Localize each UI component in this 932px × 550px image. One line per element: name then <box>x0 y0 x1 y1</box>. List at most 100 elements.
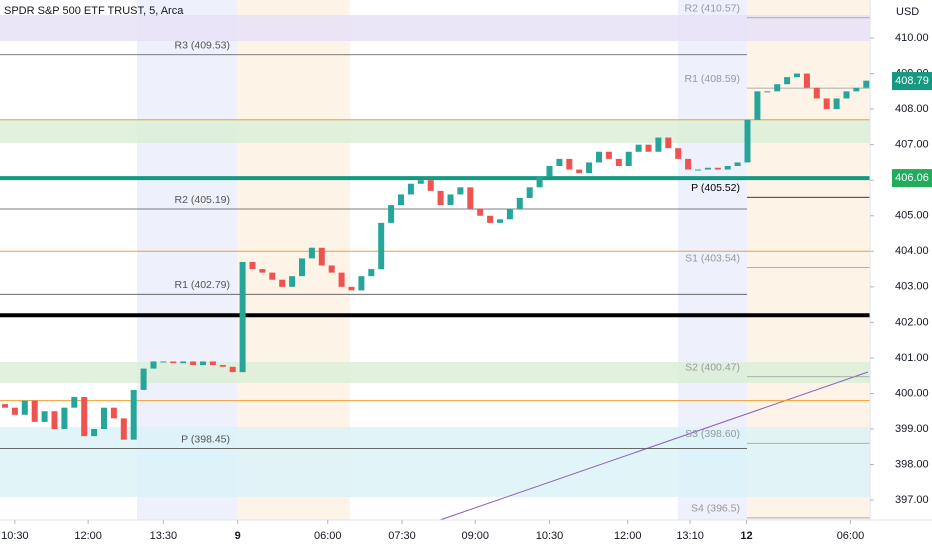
y-tick-label: 405.00 <box>895 210 929 222</box>
candle-body <box>784 77 791 85</box>
candle-body <box>51 411 58 430</box>
candle-body <box>665 137 672 149</box>
candle-body <box>675 148 682 159</box>
candle-body <box>200 361 206 366</box>
x-tick-label: 13:10 <box>676 530 704 542</box>
candle-body <box>101 407 107 430</box>
candle-body <box>11 407 18 415</box>
pivot-label: R2 (405.19) <box>175 194 230 206</box>
candle-body <box>41 411 48 422</box>
candle-body <box>239 261 246 373</box>
candle-body <box>110 407 117 419</box>
candle-body <box>71 397 78 408</box>
candle-body <box>289 276 296 287</box>
candle-body <box>417 180 424 184</box>
candle-body <box>269 272 276 280</box>
x-tick-label: 06:00 <box>314 530 342 542</box>
candle-body <box>566 158 573 170</box>
candle-body <box>853 87 860 92</box>
candle-body <box>358 276 365 291</box>
y-tick-label: 401.00 <box>895 352 929 364</box>
candle-body <box>586 162 593 174</box>
candle-body <box>190 361 197 366</box>
candle-body <box>754 91 761 120</box>
candle-body <box>150 361 157 369</box>
y-tick-label: 402.00 <box>895 316 929 328</box>
candle-body <box>487 215 494 223</box>
y-tick-label: 407.00 <box>895 139 929 151</box>
candle-body <box>823 98 830 110</box>
candle-body <box>427 180 434 191</box>
x-tick-label: 06:00 <box>837 530 865 542</box>
candle-body <box>378 222 385 270</box>
candle-body <box>81 397 88 437</box>
candle-body <box>497 219 503 223</box>
candle-body <box>2 404 8 408</box>
candle-body <box>91 429 98 437</box>
candle-body <box>645 144 652 152</box>
pivot-label: R1 (408.59) <box>685 73 740 85</box>
y-tick-label: 400.00 <box>895 387 929 399</box>
plot: R3 (409.53) R2 (405.19) R1 (402.79) P (398.… <box>0 3 870 519</box>
candle-body <box>596 151 602 163</box>
candle-body <box>457 187 464 195</box>
candle-body <box>774 84 781 92</box>
candle-body <box>625 151 632 166</box>
y-tick-label: 408.00 <box>895 103 929 115</box>
candle-body <box>61 407 68 430</box>
candle-body <box>477 208 484 216</box>
candle-body <box>744 119 751 163</box>
candle-body <box>833 98 840 110</box>
price-label: 408.79 <box>895 75 929 87</box>
y-tick-label: 410.00 <box>895 32 929 44</box>
candle-body <box>120 418 127 440</box>
candle-body <box>685 158 692 170</box>
pivot-label: S3 (398.60) <box>685 428 740 440</box>
candle-body <box>160 361 167 363</box>
pivot-label: R2 (410.57) <box>685 3 740 15</box>
candle-body <box>635 144 642 152</box>
pivot-label: R3 (409.53) <box>175 40 230 52</box>
candle-body <box>704 167 711 170</box>
x-tick-label: 10:30 <box>1 530 29 542</box>
band <box>0 15 870 41</box>
candle-body <box>348 286 355 291</box>
candle-body <box>576 169 583 174</box>
chart-title: SPDR S&P 500 ETF TRUST, 5, Arca <box>4 5 184 17</box>
candle-body <box>506 208 513 220</box>
candle-body <box>130 389 137 440</box>
x-tick-label: 13:30 <box>150 530 178 542</box>
candle-body <box>140 368 147 390</box>
x-tick-label: 9 <box>235 530 241 542</box>
candle-body <box>863 80 870 88</box>
band <box>0 362 870 383</box>
candle-body <box>695 169 701 171</box>
price-label: 406.06 <box>895 172 929 184</box>
band <box>0 427 870 497</box>
candle-body <box>724 165 731 170</box>
candle-body <box>794 73 800 78</box>
candle-body <box>813 87 820 99</box>
candle-body <box>556 158 563 166</box>
trend-line <box>439 371 869 521</box>
candle-body <box>299 258 305 277</box>
candle-body <box>318 247 325 266</box>
currency: USD <box>896 6 919 18</box>
candle-body <box>21 400 28 415</box>
y-tick-label: 398.00 <box>895 458 929 470</box>
candle-body <box>338 272 345 287</box>
pivot-label: P (405.52) <box>691 182 740 194</box>
candle-body <box>803 73 810 88</box>
candle-body <box>229 366 236 373</box>
candle-body <box>615 158 622 166</box>
candle-body <box>536 176 543 188</box>
price-label-bg <box>892 169 932 188</box>
x-tick-label: 10:30 <box>536 530 564 542</box>
candle-body <box>447 194 454 206</box>
candle-body <box>516 197 523 209</box>
candle-body <box>546 165 553 177</box>
price-label-bg <box>892 72 932 91</box>
pivot-label: S1 (403.54) <box>685 252 740 264</box>
candle-body <box>209 361 216 366</box>
pivot-label: S4 (396.5) <box>691 503 740 515</box>
